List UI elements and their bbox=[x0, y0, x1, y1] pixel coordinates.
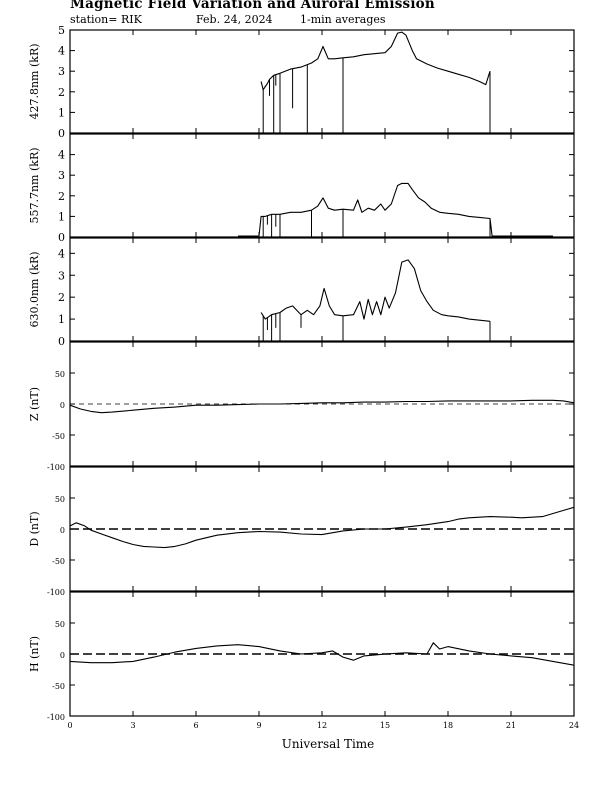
y-tick-label-D: 50 bbox=[55, 495, 65, 504]
y-axis-label-427.8nm: 427.8nm (kR) bbox=[28, 43, 41, 119]
station-label: station= RIK bbox=[70, 13, 142, 26]
x-tick-label: 18 bbox=[443, 721, 453, 730]
y-tick-label-630.0nm: 1 bbox=[58, 313, 65, 326]
x-tick-label: 24 bbox=[569, 721, 579, 730]
y-tick-label-557.7nm: 1 bbox=[58, 210, 65, 223]
x-tick-label: 0 bbox=[67, 721, 72, 730]
x-tick-label: 21 bbox=[506, 721, 516, 730]
y-axis-label-D: D (nT) bbox=[28, 511, 41, 546]
y-tick-label-Z: 50 bbox=[55, 370, 65, 379]
y-tick-label-557.7nm: 2 bbox=[58, 190, 65, 203]
y-tick-label-D: -100 bbox=[47, 588, 65, 597]
panel-frame-557.7nm bbox=[69, 133, 575, 238]
y-tick-label-630.0nm: 3 bbox=[58, 269, 65, 282]
y-tick-label-427.8nm: 2 bbox=[58, 86, 65, 99]
y-tick-label-H: 0 bbox=[60, 651, 65, 660]
x-tick-label: 9 bbox=[256, 721, 261, 730]
y-tick-label-H: 50 bbox=[55, 620, 65, 629]
y-tick-label-H: -50 bbox=[52, 682, 65, 691]
chart-title: Magnetic Field Variation and Auroral Emi… bbox=[70, 0, 435, 12]
y-tick-label-630.0nm: 0 bbox=[58, 335, 65, 348]
y-tick-label-557.7nm: 3 bbox=[58, 169, 65, 182]
panel-frame-630.0nm bbox=[69, 237, 575, 342]
data-line-630.0nm bbox=[260, 259, 491, 322]
y-tick-label-630.0nm: 4 bbox=[58, 247, 65, 260]
y-tick-label-427.8nm: 1 bbox=[58, 106, 65, 119]
y-axis-label-Z: Z (nT) bbox=[28, 387, 41, 421]
data-line-557.7nm bbox=[238, 182, 553, 237]
data-line-Z bbox=[69, 399, 575, 414]
y-tick-label-427.8nm: 0 bbox=[58, 127, 65, 140]
y-tick-label-Z: -100 bbox=[47, 463, 65, 472]
x-tick-label: 12 bbox=[317, 721, 327, 730]
x-tick-label: 15 bbox=[380, 721, 390, 730]
panel-frame-427.8nm bbox=[69, 29, 575, 134]
y-tick-label-557.7nm: 4 bbox=[58, 149, 65, 162]
y-tick-label-D: 0 bbox=[60, 526, 65, 535]
x-axis-label: Universal Time bbox=[282, 737, 375, 751]
y-tick-label-Z: 0 bbox=[60, 401, 65, 410]
y-tick-label-427.8nm: 5 bbox=[58, 24, 65, 37]
averaging-label: 1-min averages bbox=[300, 13, 386, 26]
data-line-427.8nm bbox=[260, 31, 491, 91]
data-line-D bbox=[69, 506, 575, 549]
y-tick-label-D: -50 bbox=[52, 557, 65, 566]
y-axis-label-H: H (nT) bbox=[28, 636, 41, 672]
y-axis-label-557.7nm: 557.7nm (kR) bbox=[28, 147, 41, 223]
y-tick-label-Z: -50 bbox=[52, 432, 65, 441]
y-axis-label-630.0nm: 630.0nm (kR) bbox=[28, 251, 41, 327]
x-tick-label: 6 bbox=[193, 721, 198, 730]
date-label: Feb. 24, 2024 bbox=[196, 13, 273, 26]
y-tick-label-H: -100 bbox=[47, 713, 65, 722]
y-tick-label-557.7nm: 0 bbox=[58, 231, 65, 244]
data-line-H bbox=[69, 642, 575, 666]
y-tick-label-427.8nm: 4 bbox=[58, 45, 65, 58]
y-tick-label-427.8nm: 3 bbox=[58, 65, 65, 78]
x-tick-label: 3 bbox=[130, 721, 135, 730]
y-tick-label-630.0nm: 2 bbox=[58, 291, 65, 304]
